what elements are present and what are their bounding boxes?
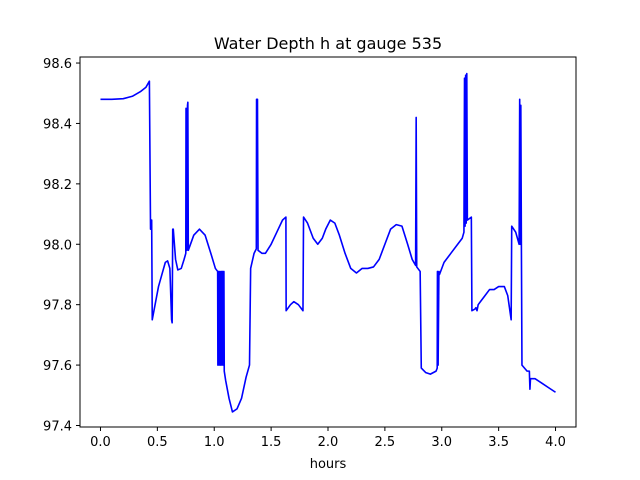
- x-tick-label: 3.5: [488, 435, 509, 450]
- x-axis-label: hours: [310, 457, 347, 472]
- chart-title: Water Depth h at gauge 535: [214, 34, 442, 53]
- y-tick-label: 97.8: [43, 299, 72, 314]
- axes-layer: 0.0 0.5 1.0 1.5 2.0 2.5 3.0 3.5 4.0 97.4 97.6 97.8 9…: [43, 57, 566, 450]
- x-tick-label: 0.5: [147, 435, 168, 450]
- x-tick-label: 3.0: [431, 435, 452, 450]
- x-tick-label: 0.0: [90, 435, 111, 450]
- x-tick-label: 4.0: [545, 435, 566, 450]
- y-tick-label: 98.6: [43, 57, 72, 72]
- y-tick-label: 98.2: [43, 178, 72, 193]
- y-tick-label: 98.0: [43, 238, 72, 253]
- series-line: [100, 72, 556, 413]
- y-tick-label: 97.6: [43, 359, 72, 374]
- series-layer: [100, 72, 556, 413]
- x-tick-label: 1.5: [261, 435, 282, 450]
- x-tick-label: 1.0: [204, 435, 225, 450]
- x-tick-label: 2.5: [375, 435, 396, 450]
- plot-frame: [79, 56, 577, 428]
- y-tick-label: 98.4: [43, 117, 72, 132]
- x-tick-label: 2.0: [318, 435, 339, 450]
- y-tick-label: 97.4: [43, 419, 72, 434]
